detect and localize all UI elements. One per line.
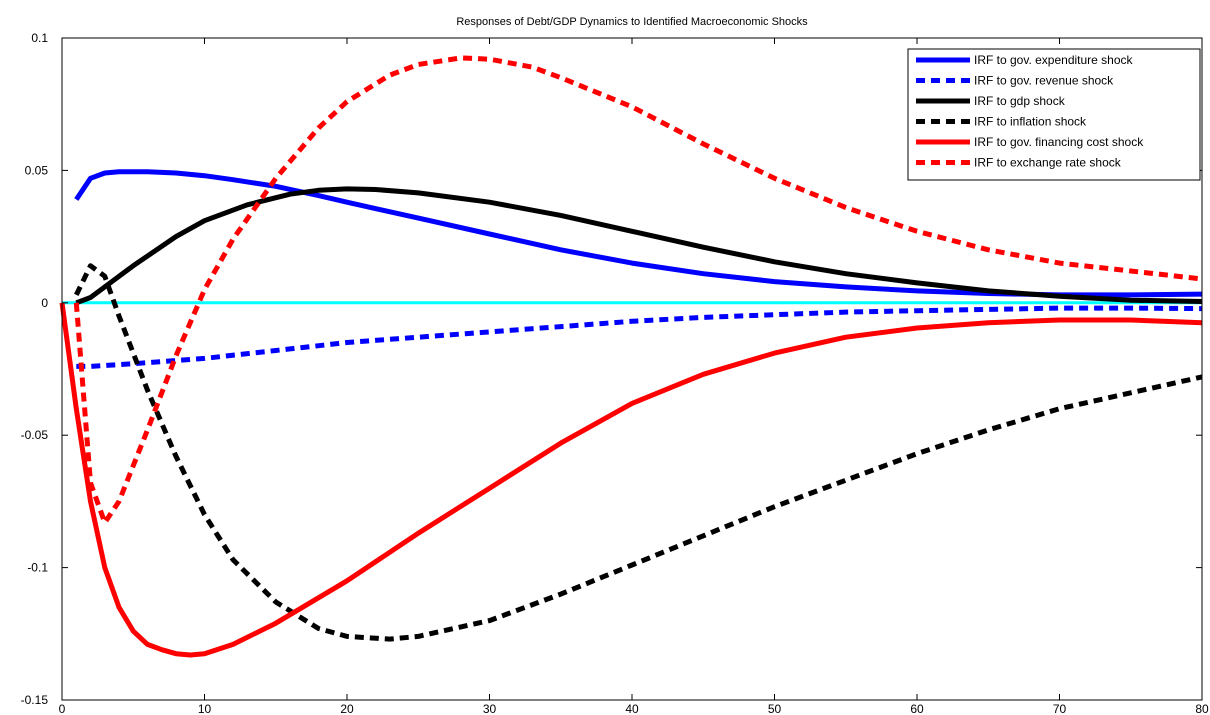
series-line-5	[59, 302, 1203, 658]
y-tick-label: -0.1	[27, 561, 48, 575]
series-line-6	[73, 55, 1203, 526]
legend-label: IRF to gov. expenditure shock	[974, 53, 1134, 67]
legend-label: IRF to gov. revenue shock	[974, 74, 1114, 88]
series-line-2	[76, 305, 1203, 369]
y-tick-label: 0.05	[25, 163, 49, 177]
x-tick-label: 70	[1053, 702, 1067, 715]
legend: IRF to gov. expenditure shock IRF to gov.…	[907, 48, 1201, 181]
legend-label: IRF to inflation shock	[974, 115, 1087, 129]
axis-ticks-layer: 0 10 20 30 40 50 60 70 80 -0.15 -0.1 -0.05 0 0.05 0.1	[21, 31, 1209, 715]
x-tick-label: 80	[1195, 702, 1209, 715]
x-tick-label: 0	[59, 702, 66, 715]
x-tick-label: 60	[910, 702, 924, 715]
series-layer	[59, 55, 1203, 658]
legend-label: IRF to gov. financing cost shock	[974, 135, 1144, 149]
x-tick-label: 20	[340, 702, 354, 715]
legend-label: IRF to gdp shock	[974, 94, 1066, 108]
chart-title: Responses of Debt/GDP Dynamics to Identi…	[456, 16, 808, 28]
y-tick-label: -0.05	[21, 428, 49, 442]
series-line-4	[74, 263, 1203, 642]
y-tick-label: 0.1	[31, 31, 48, 45]
x-tick-label: 40	[625, 702, 639, 715]
series-line-1	[74, 169, 1203, 298]
series-line-3	[75, 186, 1203, 306]
y-tick-label: 0	[41, 296, 48, 310]
x-tick-label: 30	[483, 702, 497, 715]
x-tick-label: 10	[198, 702, 212, 715]
legend-label: IRF to exchange rate shock	[974, 156, 1122, 170]
legend-box	[907, 48, 1201, 181]
x-tick-label: 50	[768, 702, 782, 715]
y-tick-label: -0.15	[21, 693, 49, 707]
